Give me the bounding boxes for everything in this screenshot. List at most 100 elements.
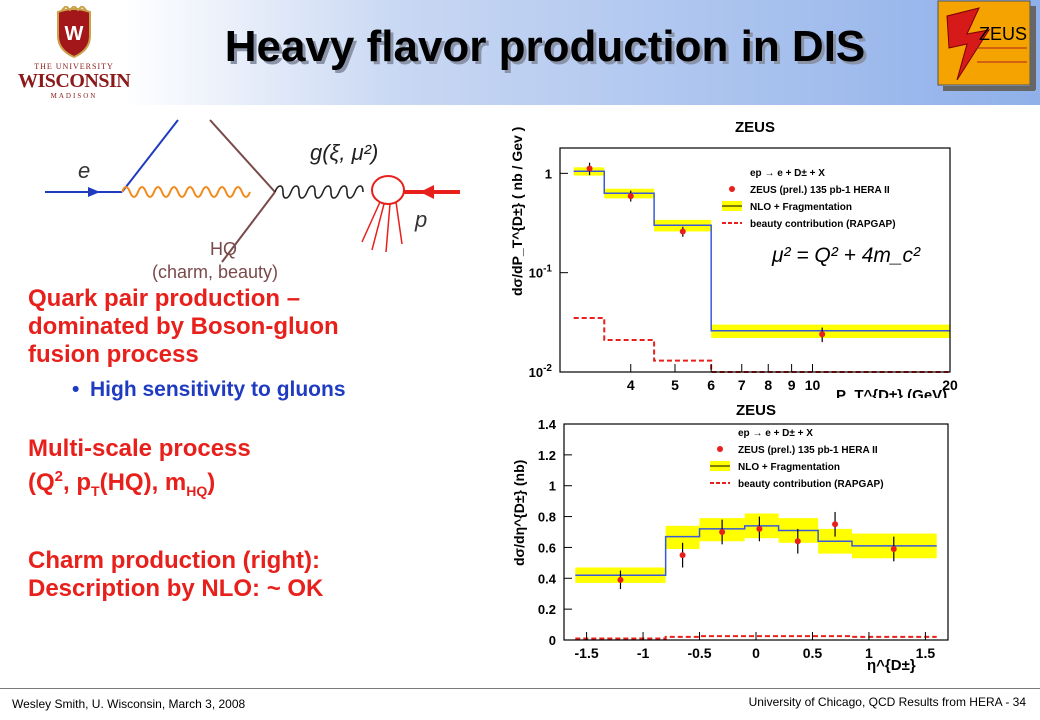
- x-tick-label: 8: [764, 377, 772, 393]
- legend-label: ZEUS (prel.) 135 pb-1 HERA II: [738, 445, 878, 456]
- slide-title: Heavy flavor production in DIS: [224, 22, 866, 71]
- x-tick-label: 9: [788, 377, 796, 393]
- y-axis-label: dσ/dη^{D±} (nb): [511, 460, 527, 566]
- x-tick-label: -1: [637, 645, 650, 661]
- legend-label: beauty contribution (RAPGAP): [738, 479, 884, 490]
- data-point: [679, 228, 686, 235]
- heavy-quark-line-lower: [221, 191, 276, 263]
- x-tick-label: 10: [805, 377, 821, 393]
- bullet-dot-icon: •: [72, 378, 80, 401]
- y-tick-label: 0.8: [538, 510, 556, 525]
- y-tick-label: 0: [549, 633, 556, 648]
- data-point: [832, 521, 839, 528]
- chart-title: ZEUS: [736, 402, 776, 419]
- x-tick-label: 20: [942, 377, 958, 393]
- proton-arrow-icon: [420, 185, 434, 199]
- uw-logo-line1: THE UNIVERSITY: [34, 62, 114, 71]
- y-tick-label: 0.6: [538, 540, 556, 555]
- p3-line1: Charm production (right):: [28, 546, 320, 574]
- p1-line3: fusion process: [28, 341, 199, 368]
- data-point: [890, 545, 897, 552]
- legend-label: ep → e + D± + X: [738, 428, 813, 439]
- bullet-text: High sensitivity to gluons: [90, 378, 346, 401]
- x-tick-label: -0.5: [687, 645, 711, 661]
- p2-line2: (Q2, pT(HQ), mHQ): [28, 468, 216, 499]
- footer-right: University of Chicago, QCD Results from …: [748, 695, 1026, 709]
- text-block: Quark pair production – dominated by Bos…: [28, 285, 488, 603]
- gluon-label: g(ξ, μ²): [310, 140, 378, 165]
- legend-label: ZEUS (prel.) 135 pb-1 HERA II: [750, 185, 890, 196]
- legend-marker-data: [729, 186, 735, 192]
- y-tick-label: 0.2: [538, 602, 556, 617]
- data-point: [819, 331, 826, 338]
- plot-frame: [559, 147, 951, 373]
- y-tick-label: 1: [545, 166, 552, 181]
- y-axis-label: dσ/dP_T^{D±} ( nb / Gev ): [509, 127, 525, 296]
- electron-label: e: [78, 158, 90, 183]
- beauty-line: [575, 635, 937, 640]
- feynman-diagram: e g(ξ, μ²) p HQ (charm, beauty): [45, 119, 460, 282]
- electron-arrow-icon: [88, 187, 100, 197]
- x-tick-label: 0: [752, 645, 760, 661]
- data-point: [679, 552, 686, 559]
- legend-label: beauty contribution (RAPGAP): [750, 219, 896, 230]
- x-tick-label: 1: [865, 645, 873, 661]
- x-tick-label: 6: [707, 377, 715, 393]
- chart-background: [500, 110, 970, 410]
- x-tick-label: 5: [671, 377, 679, 393]
- zeus-logo-text: ZEUS: [979, 24, 1027, 44]
- legend-label: NLO + Fragmentation: [750, 202, 852, 213]
- gluon-line: [274, 185, 364, 199]
- uw-logo-line3: MADISON: [50, 92, 98, 100]
- pt-chart: ZEUS 4 5 6 7 8 9 10 20 1 10-1 10-2 ep → e + D± + X ZE…: [500, 110, 970, 410]
- photon-line: [121, 186, 251, 198]
- x-tick-label: 1.5: [916, 645, 936, 661]
- hq-label: HQ: [210, 239, 237, 259]
- y-tick-label: 1: [549, 479, 556, 494]
- legend-label: ep → e + D± + X: [750, 168, 825, 179]
- proton-blob: [371, 175, 405, 205]
- footer-divider: [0, 688, 1040, 689]
- chart-title: ZEUS: [735, 119, 775, 136]
- hq-note: (charm, beauty): [152, 262, 278, 282]
- nlo-line: [575, 525, 937, 576]
- heavy-quark-line-upper: [209, 119, 276, 193]
- proton-label: p: [414, 207, 427, 232]
- x-tick-label: -1.5: [575, 645, 599, 661]
- nlo-line: [573, 170, 950, 332]
- p3-line2: Description by NLO: ~ OK: [28, 574, 324, 602]
- y-tick-label: 1.2: [538, 448, 556, 463]
- x-tick-label: 0.5: [803, 645, 823, 661]
- data-point: [794, 538, 801, 545]
- bullet-item: • High sensitivity to gluons: [72, 377, 488, 403]
- beauty-line: [573, 316, 950, 373]
- uw-shield-letter: W: [65, 23, 84, 45]
- data-point: [719, 529, 726, 535]
- data-point: [756, 525, 763, 532]
- uw-logo: W THE UNIVERSITY WISCONSIN MADISON: [18, 6, 131, 102]
- zeus-logo: ZEUS: [937, 0, 1036, 91]
- scattered-electron-line: [121, 119, 179, 193]
- y-tick-label: 10-1: [529, 264, 553, 281]
- uw-shield-icon: W: [57, 6, 91, 58]
- x-tick-label: 4: [627, 377, 635, 393]
- p1-line1: Quark pair production –: [28, 285, 301, 312]
- header-band: [0, 0, 1040, 105]
- data-point: [627, 193, 634, 200]
- x-axis-label: η^{D±}: [867, 657, 916, 674]
- footer-left: Wesley Smith, U. Wisconsin, March 3, 200…: [12, 697, 246, 711]
- p1-line2: dominated by Boson-gluon: [28, 313, 339, 340]
- x-tick-label: 7: [738, 377, 746, 393]
- formula-text: μ² = Q² + 4m_c²: [771, 244, 921, 267]
- eta-chart: ZEUS -1.5 -1 -0.5 0 0.5 1 1.5 0 0.2 0.4 0.6 0.8 1 1.2 1…: [500, 398, 970, 680]
- data-point: [586, 165, 593, 172]
- y-tick-label: 10-2: [529, 363, 553, 380]
- y-tick-label: 1.4: [538, 417, 557, 432]
- nlo-band-bin: [665, 525, 700, 549]
- data-point: [617, 576, 624, 583]
- legend-label: NLO + Fragmentation: [738, 462, 840, 473]
- lightning-bolt-icon: [946, 7, 991, 81]
- legend-marker-data: [717, 446, 723, 452]
- y-tick-label: 0.4: [538, 571, 557, 586]
